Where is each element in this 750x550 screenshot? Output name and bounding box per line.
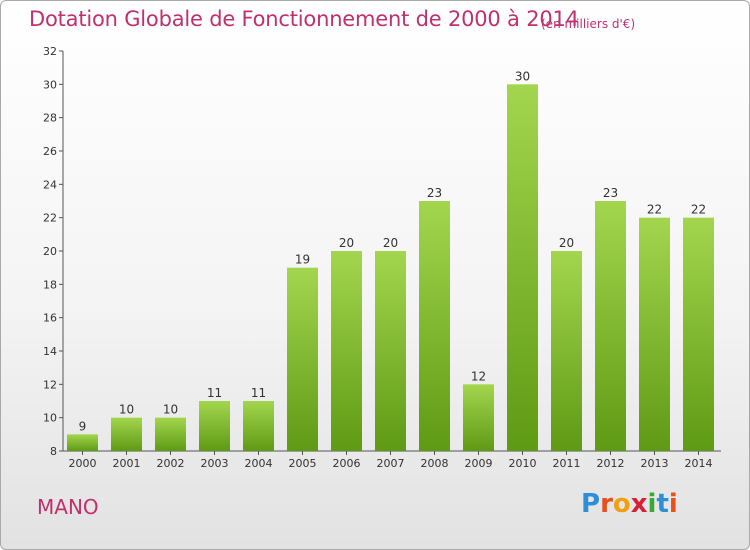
- value-label-2006: 20: [339, 236, 354, 250]
- x-tick-label: 2011: [553, 457, 581, 470]
- bar-2005: [287, 267, 318, 451]
- logo-letter: i: [668, 489, 678, 519]
- value-label-2007: 20: [383, 236, 398, 250]
- proxiti-logo: Proxiti: [581, 489, 678, 519]
- value-label-2010: 30: [515, 69, 530, 83]
- y-tick-label: 8: [50, 445, 57, 458]
- x-tick-label: 2000: [69, 457, 97, 470]
- x-tick-label: 2002: [157, 457, 185, 470]
- bar-2010: [507, 84, 538, 451]
- logo-letter: x: [630, 489, 648, 519]
- bar-2013: [639, 217, 670, 451]
- y-tick-label: 32: [43, 45, 57, 58]
- bar-2001: [111, 417, 142, 451]
- bar-2009: [463, 384, 494, 451]
- bar-2008: [419, 201, 450, 451]
- x-tick-label: 2009: [465, 457, 493, 470]
- bar-2012: [595, 201, 626, 451]
- y-tick-label: 22: [43, 212, 57, 225]
- chart-title: Dotation Globale de Fonctionnement de 20…: [29, 7, 579, 31]
- x-tick-label: 2004: [245, 457, 273, 470]
- x-tick-label: 2001: [113, 457, 141, 470]
- value-label-2005: 19: [295, 253, 310, 267]
- value-label-2002: 10: [163, 403, 178, 417]
- commune-name: MANO: [37, 495, 99, 519]
- value-label-2008: 23: [427, 186, 442, 200]
- bar-2011: [551, 251, 582, 451]
- logo-letter: t: [656, 489, 669, 519]
- chart-subtitle: (en milliers d'€): [541, 17, 636, 31]
- value-label-2012: 23: [603, 186, 618, 200]
- value-label-2009: 12: [471, 369, 486, 383]
- y-tick-label: 30: [43, 78, 57, 91]
- y-tick-label: 10: [43, 412, 57, 425]
- value-label-2003: 11: [207, 386, 222, 400]
- bar-2006: [331, 251, 362, 451]
- value-label-2001: 10: [119, 403, 134, 417]
- value-label-2011: 20: [559, 236, 574, 250]
- bar-2014: [683, 217, 714, 451]
- y-tick-label: 20: [43, 245, 57, 258]
- y-tick-label: 26: [43, 145, 57, 158]
- logo-letter: P: [581, 489, 601, 519]
- y-tick-label: 18: [43, 278, 57, 291]
- logo-letter: i: [647, 489, 657, 519]
- x-tick-label: 2013: [641, 457, 669, 470]
- y-tick-label: 12: [43, 378, 57, 391]
- x-tick-label: 2014: [685, 457, 713, 470]
- x-tick-label: 2005: [289, 457, 317, 470]
- y-tick-label: 28: [43, 112, 57, 125]
- y-tick-label: 14: [43, 345, 57, 358]
- bar-2007: [375, 251, 406, 451]
- value-label-2013: 22: [647, 203, 662, 217]
- logo-letter: o: [612, 489, 631, 519]
- value-label-2014: 22: [691, 203, 706, 217]
- x-tick-label: 2006: [333, 457, 361, 470]
- bar-2004: [243, 401, 274, 451]
- value-label-2004: 11: [251, 386, 266, 400]
- x-tick-label: 2003: [201, 457, 229, 470]
- logo-letter: r: [600, 489, 613, 519]
- value-label-2000: 9: [79, 419, 87, 433]
- y-tick-label: 16: [43, 312, 57, 325]
- bar-2000: [67, 434, 98, 451]
- x-tick-label: 2012: [597, 457, 625, 470]
- y-tick-label: 24: [43, 178, 57, 191]
- x-tick-label: 2007: [377, 457, 405, 470]
- bar-2003: [199, 401, 230, 451]
- x-tick-label: 2008: [421, 457, 449, 470]
- bar-2002: [155, 417, 186, 451]
- x-tick-label: 2010: [509, 457, 537, 470]
